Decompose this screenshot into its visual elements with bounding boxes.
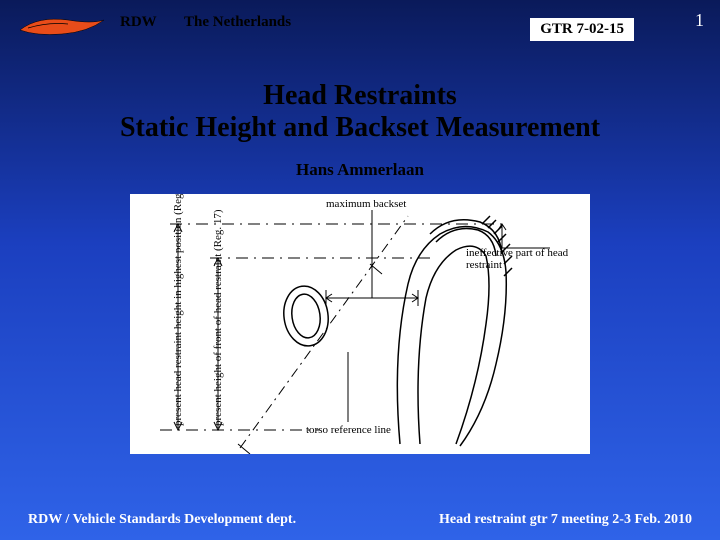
slide-header: RDW The Netherlands GTR 7-02-15 1 <box>0 0 720 52</box>
label-torso-ref: torso reference line <box>306 424 391 436</box>
label-ineffective: ineffective part of head restraint <box>466 248 584 271</box>
slide-footer: RDW / Vehicle Standards Development dept… <box>0 512 720 528</box>
slide-title: Head Restraints Static Height and Backse… <box>0 80 720 144</box>
label-max-backset: maximum backset <box>326 198 406 210</box>
rdw-logo <box>18 14 106 42</box>
footer-left: RDW / Vehicle Standards Development dept… <box>28 512 296 528</box>
label-front: present height of front of head restrain… <box>212 210 224 427</box>
org-label: RDW <box>120 14 157 31</box>
technical-diagram: maximum backset ineffective part of head… <box>130 194 590 454</box>
author: Hans Ammerlaan <box>0 160 720 180</box>
footer-right: Head restraint gtr 7 meeting 2-3 Feb. 20… <box>439 512 692 528</box>
title-line-1: Head Restraints <box>0 80 720 112</box>
title-line-2: Static Height and Backset Measurement <box>0 112 720 144</box>
country-label: The Netherlands <box>184 14 291 31</box>
label-highest: present head restraint height in highest… <box>172 194 184 426</box>
document-code: GTR 7-02-15 <box>530 18 634 41</box>
page-number: 1 <box>695 10 704 31</box>
